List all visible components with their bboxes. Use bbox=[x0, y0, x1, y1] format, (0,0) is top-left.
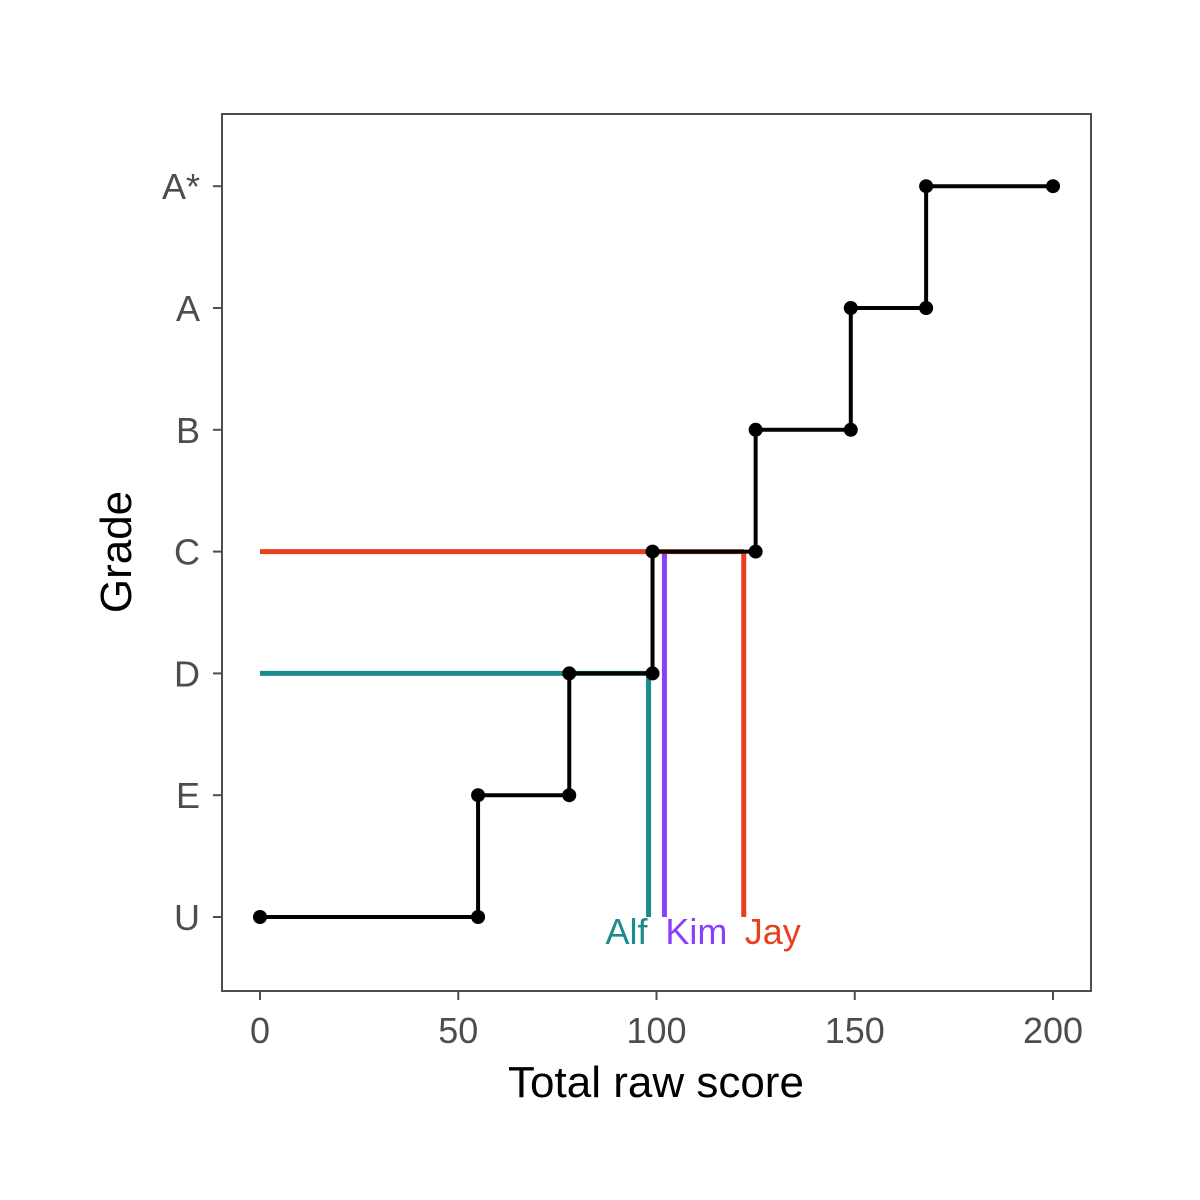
grade-boundary-point bbox=[919, 301, 934, 315]
grade-boundary-point bbox=[645, 544, 660, 559]
x-axis-title: Total raw score bbox=[508, 1058, 804, 1107]
grade-boundary-point bbox=[253, 910, 267, 924]
y-tick-label: B bbox=[176, 410, 200, 451]
grade-boundary-series bbox=[253, 179, 1060, 924]
student-label-jay: Jay bbox=[745, 911, 801, 952]
y-tick-label: U bbox=[174, 897, 200, 938]
grade-boundary-point bbox=[919, 179, 934, 194]
student-label-alf: Alf bbox=[606, 911, 649, 952]
grade-boundary-point bbox=[562, 788, 577, 803]
x-tick-label: 0 bbox=[250, 1010, 270, 1051]
x-tick-label: 200 bbox=[1023, 1010, 1083, 1051]
y-tick-label: A* bbox=[162, 166, 200, 207]
y-axis: U E D C B A A* bbox=[162, 166, 222, 938]
grade-boundary-point bbox=[843, 422, 858, 437]
grade-boundary-point bbox=[471, 788, 486, 803]
y-tick-label: D bbox=[174, 653, 200, 694]
grade-boundary-point bbox=[471, 910, 486, 924]
grade-boundary-point bbox=[645, 666, 660, 681]
grade-boundary-point bbox=[748, 422, 763, 437]
y-tick-label: E bbox=[176, 775, 200, 816]
x-tick-label: 100 bbox=[626, 1010, 686, 1051]
student-labels: Alf Kim Jay bbox=[606, 911, 801, 952]
y-tick-label: C bbox=[174, 532, 200, 573]
grade-boundary-point bbox=[843, 301, 858, 315]
grade-boundary-point bbox=[562, 666, 577, 681]
grade-boundary-point bbox=[1046, 179, 1060, 194]
x-axis: 0 50 100 150 200 bbox=[250, 991, 1083, 1051]
grade-boundary-step-line bbox=[260, 184, 1053, 919]
x-tick-label: 50 bbox=[438, 1010, 478, 1051]
y-tick-label: A bbox=[176, 288, 200, 329]
grade-boundary-point bbox=[748, 544, 763, 559]
x-tick-label: 150 bbox=[825, 1010, 885, 1051]
student-label-kim: Kim bbox=[665, 911, 727, 952]
y-axis-title: Grade bbox=[92, 491, 141, 613]
